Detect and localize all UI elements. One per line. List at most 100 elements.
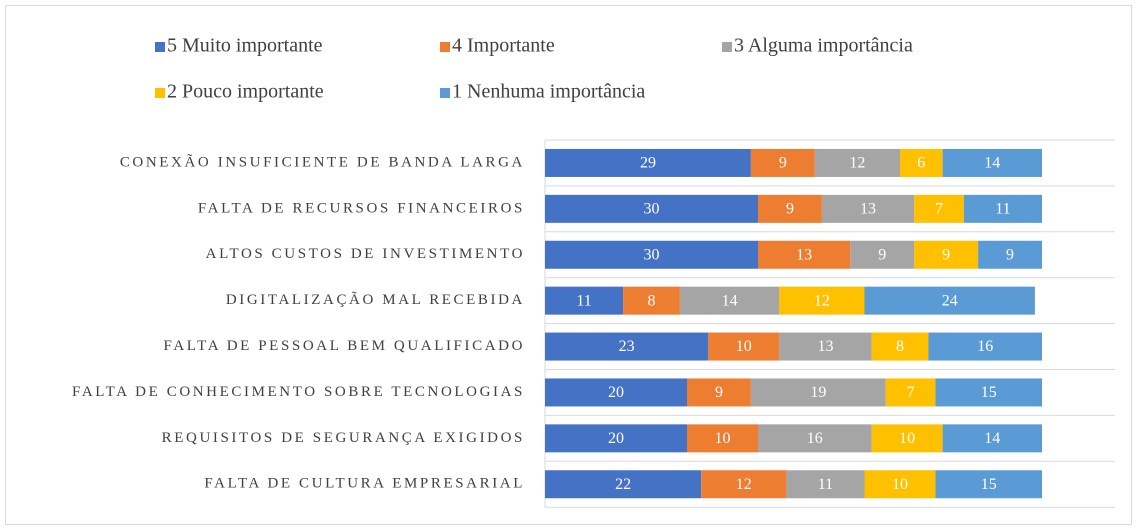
data-label: 9 [942,246,950,263]
data-label: 9 [786,201,794,218]
data-label: 23 [619,338,635,355]
data-label: 14 [984,155,1000,172]
bar-segment [942,424,1042,453]
legend-swatch [722,42,732,52]
legend-swatch [155,42,165,52]
data-label: 30 [644,201,660,218]
legend-label: 2 Pouco importante [167,81,324,103]
data-label: 11 [818,476,833,493]
bar-segment [885,378,936,407]
data-label: 13 [796,246,812,263]
bar-segment [708,332,780,361]
bar-segment [750,148,815,177]
data-label: 13 [817,338,833,355]
bar-segment [978,240,1042,269]
bar-segment [545,148,751,177]
data-label: 16 [807,430,823,447]
legend-label: 3 Alguma importância [734,35,913,57]
data-label: 12 [849,155,865,172]
bar-segment [679,286,780,315]
bar-segment [935,470,1042,499]
data-label: 10 [715,430,731,447]
bar-segment [914,194,964,223]
data-label: 11 [995,201,1010,218]
data-label: 9 [715,384,723,401]
data-label: 8 [648,292,656,309]
data-label: 22 [615,476,631,493]
bar-segment [701,470,787,499]
data-label: 14 [984,430,1000,447]
bar-segment [864,470,936,499]
data-label: 24 [942,292,958,309]
data-label: 30 [644,246,660,263]
data-label: 9 [1006,246,1014,263]
legend-label: 1 Nenhuma importância [452,81,645,103]
data-label: 8 [896,338,904,355]
category-label: FALTA DE RECURSOS FINANCEIROS [198,200,525,216]
data-label: 7 [907,384,915,401]
legend-swatch [440,88,450,98]
data-label: 20 [608,430,624,447]
data-label: 7 [935,201,943,218]
bar-segment [545,286,624,315]
bar-segment [750,378,886,407]
data-label: 6 [917,155,925,172]
bar-segment [914,240,979,269]
data-label: 13 [860,201,876,218]
bar-segment [821,194,915,223]
data-label: 14 [722,292,738,309]
bar-segment [623,286,680,315]
category-label: DIGITALIZAÇÃO MAL RECEBIDA [226,292,525,308]
legend-swatch [440,42,450,52]
category-label: FALTA DE CONHECIMENTO SOBRE TECNOLOGIAS [72,384,525,400]
data-label: 9 [878,246,886,263]
data-label: 12 [736,476,752,493]
bar-segment [963,194,1042,223]
bar-segment [545,332,709,361]
bar-segment [779,286,865,315]
bar-segment [758,194,822,223]
bar-segment [928,332,1042,361]
data-label: 11 [576,292,591,309]
bar-segment [871,332,929,361]
bar-segment [900,148,943,177]
bar-segment [786,470,865,499]
data-label: 9 [779,155,787,172]
bar-segment [545,470,702,499]
bar-segment [779,332,872,361]
category-label: FALTA DE PESSOAL BEM QUALIFICADO [164,338,525,354]
bar-segment [758,424,872,453]
bar-segment [545,424,687,453]
data-label: 10 [892,476,908,493]
bar-segment [687,378,751,407]
data-label: 10 [736,338,752,355]
bar-segment [871,424,943,453]
data-label: 29 [640,155,656,172]
bar-segment [545,240,758,269]
category-label: FALTA DE CULTURA EMPRESARIAL [204,476,525,492]
legend-label: 5 Muito importante [167,35,323,57]
bar-segment [935,378,1042,407]
category-label: REQUISITOS DE SEGURANÇA EXIGIDOS [162,430,525,446]
bar-segment [850,240,915,269]
data-label: 19 [810,384,826,401]
legend-swatch [155,88,165,98]
category-label: CONEXÃO INSUFICIENTE DE BANDA LARGA [120,154,525,170]
data-label: 16 [977,338,993,355]
data-label: 15 [981,384,997,401]
bar-segment [814,148,900,177]
category-label: ALTOS CUSTOS DE INVESTIMENTO [206,246,525,262]
data-label: 15 [981,476,997,493]
bar-segment [758,240,851,269]
data-label: 20 [608,384,624,401]
data-label: 10 [899,430,915,447]
bar-segment [942,148,1042,177]
legend-label: 4 Importante [452,35,555,57]
data-label: 12 [814,292,830,309]
bar-segment [687,424,758,453]
bar-segment [545,378,687,407]
bar-segment [545,194,758,223]
bar-segment [864,286,1035,315]
